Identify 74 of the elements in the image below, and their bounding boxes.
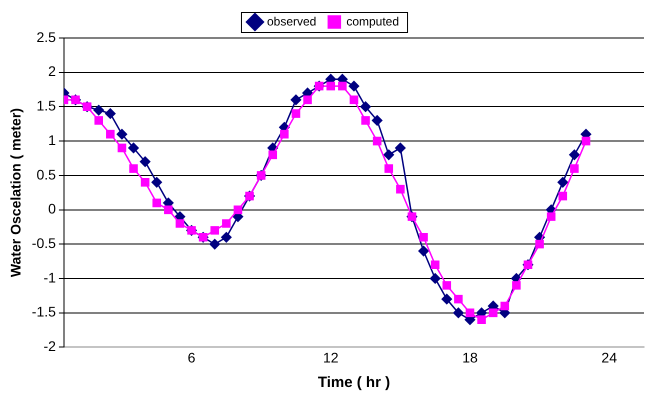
point [500, 302, 510, 310]
point [384, 150, 394, 160]
point [442, 281, 452, 290]
point [418, 246, 429, 256]
legend-label: computed [346, 14, 400, 28]
point [419, 232, 428, 242]
point [396, 184, 405, 194]
y-tick-label: 2.5 [36, 28, 56, 45]
y-tick-label: -1 [43, 269, 56, 286]
point [488, 308, 498, 318]
y-tick-label: 0 [48, 200, 56, 217]
point [140, 178, 150, 187]
point [106, 130, 115, 138]
point [280, 130, 289, 138]
point [234, 205, 242, 214]
point [558, 192, 568, 200]
point [512, 281, 521, 290]
x-tick-label: 18 [462, 349, 478, 366]
point [268, 150, 278, 160]
point [129, 164, 138, 173]
point [210, 226, 220, 235]
point [350, 96, 358, 104]
point [430, 273, 440, 284]
x-tick-label: 12 [322, 349, 339, 366]
point [361, 116, 370, 125]
x-tick-label: 6 [188, 349, 196, 366]
point [292, 109, 300, 118]
point [360, 101, 371, 112]
point [222, 219, 231, 228]
y-tick-label: -2 [43, 338, 56, 354]
point [128, 142, 139, 154]
point [118, 144, 126, 152]
point [372, 115, 382, 126]
point [570, 164, 579, 173]
point [116, 128, 128, 140]
x-tick-label: 24 [601, 349, 618, 366]
point [348, 80, 360, 92]
y-tick-label: 1 [48, 132, 56, 148]
y-tick-label: -0.5 [32, 234, 56, 251]
point [140, 156, 150, 167]
point [384, 164, 394, 173]
point [176, 219, 184, 228]
point [152, 198, 162, 208]
point [93, 104, 104, 116]
point [372, 136, 382, 146]
point [558, 177, 568, 188]
point [569, 150, 580, 160]
point [164, 205, 173, 214]
y-tick-label: 0.5 [36, 166, 56, 182]
point [326, 82, 336, 90]
point [546, 212, 556, 221]
point [582, 136, 590, 146]
point [105, 108, 116, 119]
point [453, 308, 464, 318]
point [290, 94, 302, 106]
point [338, 82, 347, 90]
point [466, 308, 474, 318]
point [151, 177, 162, 188]
point [430, 260, 440, 270]
y-tick-label: 1.5 [36, 98, 56, 114]
legend-label: observed [266, 14, 316, 28]
point [94, 116, 104, 125]
point [535, 240, 544, 248]
point [221, 232, 232, 243]
x-axis-title: Time ( hr ) [318, 374, 390, 392]
y-axis-title: Water Oscelation ( meter) [7, 108, 24, 278]
y-tick-label: -1.5 [32, 304, 56, 320]
point [209, 238, 220, 250]
point [395, 142, 406, 154]
y-tick-label: 2 [48, 63, 56, 80]
point [303, 96, 312, 104]
point [442, 294, 452, 304]
point [454, 294, 463, 304]
point [477, 315, 486, 324]
